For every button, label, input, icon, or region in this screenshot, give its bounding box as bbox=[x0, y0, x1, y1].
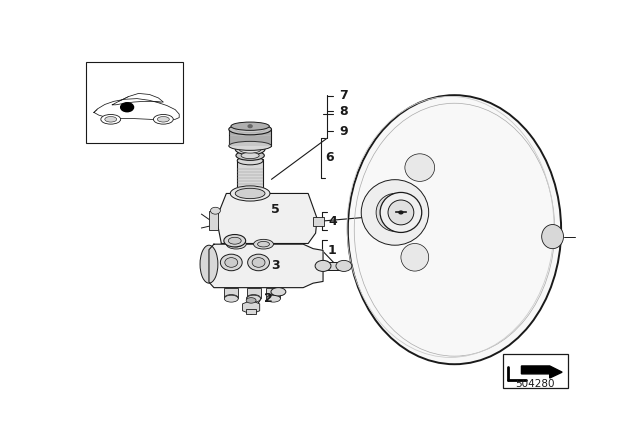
Ellipse shape bbox=[227, 239, 246, 249]
Text: 504280: 504280 bbox=[516, 379, 555, 389]
Ellipse shape bbox=[241, 152, 259, 159]
Ellipse shape bbox=[257, 241, 269, 247]
Ellipse shape bbox=[225, 295, 238, 302]
Text: 2: 2 bbox=[264, 292, 272, 305]
Ellipse shape bbox=[239, 146, 261, 153]
Ellipse shape bbox=[236, 188, 265, 198]
Text: 5: 5 bbox=[271, 203, 280, 216]
Bar bbox=[237, 159, 263, 195]
Text: 9: 9 bbox=[339, 125, 348, 138]
Ellipse shape bbox=[401, 244, 429, 271]
Ellipse shape bbox=[230, 186, 270, 201]
Bar bbox=[86, 62, 182, 143]
Bar bbox=[246, 309, 256, 314]
Ellipse shape bbox=[231, 122, 269, 130]
Bar bbox=[225, 288, 238, 298]
Ellipse shape bbox=[266, 295, 280, 302]
Ellipse shape bbox=[388, 200, 414, 225]
Ellipse shape bbox=[266, 294, 280, 302]
Bar bbox=[229, 129, 271, 146]
Bar bbox=[313, 216, 324, 226]
Text: 8: 8 bbox=[339, 105, 348, 118]
Circle shape bbox=[399, 211, 403, 214]
Ellipse shape bbox=[248, 254, 269, 271]
Ellipse shape bbox=[211, 207, 220, 214]
Bar bbox=[323, 262, 344, 270]
Ellipse shape bbox=[246, 294, 260, 302]
Text: 7: 7 bbox=[339, 89, 348, 102]
Ellipse shape bbox=[228, 237, 241, 244]
Text: 1: 1 bbox=[328, 244, 337, 257]
Bar bbox=[246, 288, 260, 298]
Ellipse shape bbox=[336, 260, 352, 271]
Ellipse shape bbox=[157, 116, 169, 122]
Ellipse shape bbox=[541, 224, 563, 249]
Ellipse shape bbox=[246, 295, 260, 302]
Text: 3: 3 bbox=[271, 259, 280, 272]
Ellipse shape bbox=[200, 245, 218, 283]
Bar bbox=[502, 354, 568, 388]
Ellipse shape bbox=[236, 144, 265, 155]
Ellipse shape bbox=[229, 124, 271, 135]
Ellipse shape bbox=[105, 116, 116, 122]
Ellipse shape bbox=[405, 154, 435, 181]
Bar bbox=[209, 211, 218, 230]
Polygon shape bbox=[216, 194, 317, 244]
Polygon shape bbox=[522, 366, 562, 378]
Ellipse shape bbox=[237, 190, 263, 198]
Text: 4: 4 bbox=[328, 215, 337, 228]
Polygon shape bbox=[209, 244, 323, 288]
Ellipse shape bbox=[225, 258, 237, 267]
Polygon shape bbox=[112, 94, 163, 105]
Ellipse shape bbox=[361, 180, 429, 245]
Ellipse shape bbox=[348, 95, 561, 364]
Ellipse shape bbox=[224, 234, 246, 247]
Ellipse shape bbox=[252, 258, 265, 267]
Ellipse shape bbox=[154, 115, 173, 124]
Bar bbox=[266, 288, 280, 298]
Ellipse shape bbox=[220, 254, 242, 271]
Ellipse shape bbox=[235, 126, 265, 133]
Ellipse shape bbox=[229, 142, 271, 151]
Ellipse shape bbox=[271, 288, 286, 296]
Ellipse shape bbox=[376, 194, 414, 232]
Ellipse shape bbox=[246, 297, 256, 303]
Text: 6: 6 bbox=[325, 151, 333, 164]
Circle shape bbox=[248, 125, 252, 128]
Ellipse shape bbox=[230, 241, 242, 247]
Ellipse shape bbox=[315, 260, 331, 271]
Ellipse shape bbox=[380, 193, 422, 233]
Ellipse shape bbox=[101, 115, 121, 124]
Ellipse shape bbox=[237, 156, 263, 165]
Ellipse shape bbox=[225, 294, 238, 302]
Ellipse shape bbox=[253, 239, 273, 249]
Ellipse shape bbox=[236, 151, 264, 160]
Circle shape bbox=[121, 103, 134, 112]
